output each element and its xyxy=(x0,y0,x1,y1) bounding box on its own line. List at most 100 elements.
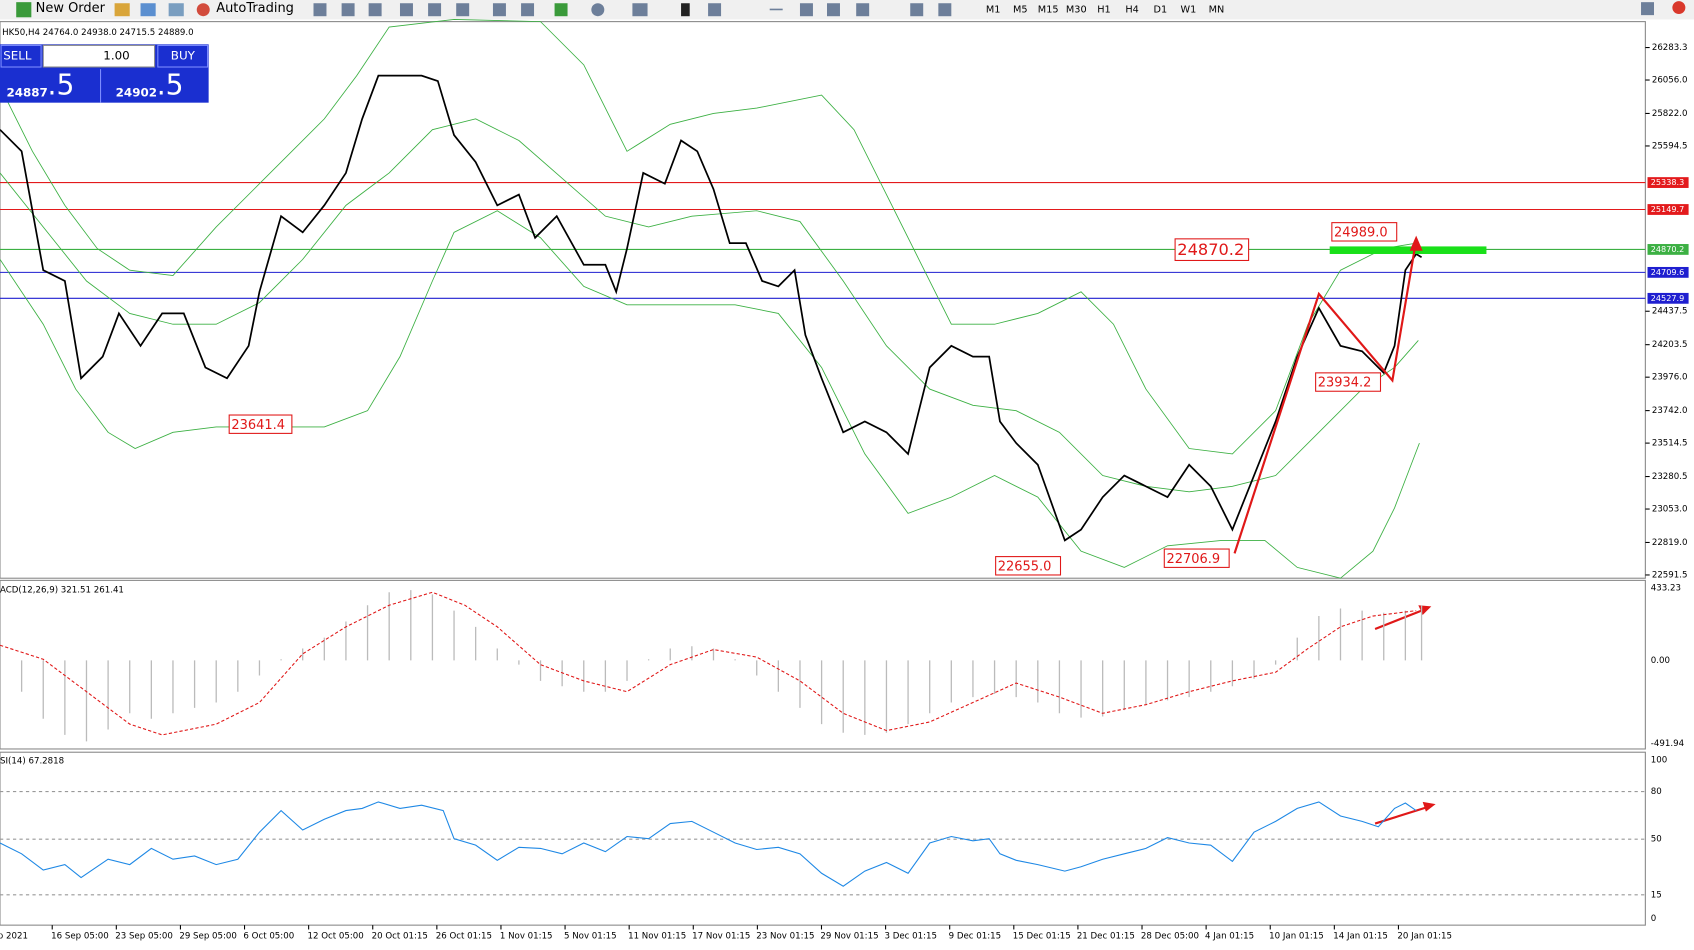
buy-button[interactable] xyxy=(157,44,209,68)
x-tick-label: 10 Jan 01:15 xyxy=(1269,931,1324,941)
annotation-label: 22655.0 xyxy=(998,559,1052,574)
tool-icon[interactable] xyxy=(910,3,924,17)
price-pane xyxy=(0,21,1646,579)
tool-icon[interactable] xyxy=(368,3,382,17)
level-label: 24709.6 xyxy=(1651,267,1684,277)
y-tick-label: 22591.5 xyxy=(1652,570,1688,580)
tool-icon[interactable] xyxy=(769,8,783,11)
x-tick-label: 3 Dec 01:15 xyxy=(885,931,938,941)
timeframe-button[interactable]: M5 xyxy=(1013,5,1028,16)
autotrading-button[interactable]: AutoTrading xyxy=(216,1,294,16)
x-tick-label: 29 Nov 01:15 xyxy=(820,931,878,941)
x-tick-label: 11 Nov 01:15 xyxy=(628,931,686,941)
tool-icon[interactable] xyxy=(827,3,840,17)
x-tick-label: 12 Oct 05:00 xyxy=(308,931,364,941)
rsi-tick-label: 50 xyxy=(1651,835,1662,845)
lot-size[interactable]: 1.00 xyxy=(103,49,129,63)
x-tick-label: 5 Nov 01:15 xyxy=(564,931,617,941)
timeframe-button[interactable]: MN xyxy=(1209,5,1225,16)
timeframe-button[interactable]: M1 xyxy=(986,5,1001,16)
tool-icon[interactable] xyxy=(456,3,470,17)
sell-label[interactable]: SELL xyxy=(3,49,32,63)
trend-arrows xyxy=(1233,239,1418,554)
annotations: 24870.2 24989.0 23641.4 23934.2 22655.0 22706… xyxy=(228,222,1398,576)
buy-label[interactable]: BUY xyxy=(171,49,196,63)
y-tick-label: 24437.5 xyxy=(1652,307,1688,317)
tool-icon[interactable] xyxy=(114,3,130,17)
tool-icon[interactable] xyxy=(856,3,870,17)
level-label: 25338.3 xyxy=(1651,177,1684,187)
notification-badge[interactable] xyxy=(1672,1,1686,15)
y-tick-label: 26283.3 xyxy=(1652,43,1688,53)
level-tag xyxy=(1647,177,1689,188)
level-tag xyxy=(1647,292,1689,304)
tool-icon[interactable] xyxy=(632,3,648,17)
x-tick-label: 4 Jan 01:15 xyxy=(1205,931,1254,941)
macd-signal xyxy=(0,591,1417,736)
annotation-box xyxy=(1315,372,1382,392)
tool-icon[interactable] xyxy=(313,3,327,17)
tool-icon[interactable] xyxy=(428,3,442,17)
annotation-box xyxy=(1331,222,1398,242)
cursor-tool[interactable] xyxy=(681,3,690,17)
timeframe-button[interactable]: M15 xyxy=(1038,5,1059,16)
timeframe-button[interactable]: H4 xyxy=(1125,5,1139,16)
rsi-axis: 100 80 50 15 0 xyxy=(0,755,1667,924)
levels: 25338.3 25149.7 24870.2 24709.6 24527.9 xyxy=(0,177,1689,304)
buy-price[interactable]: 24902 xyxy=(116,85,157,99)
timeframe-button[interactable]: H1 xyxy=(1097,5,1111,16)
annotation-box xyxy=(1163,548,1230,568)
timeframe-button[interactable]: D1 xyxy=(1153,5,1167,16)
tool-icon[interactable] xyxy=(168,3,184,17)
y-tick-label: 26056.0 xyxy=(1652,76,1688,86)
y-tick-label: 25822.0 xyxy=(1652,109,1688,119)
x-tick-label: 14 Jan 01:15 xyxy=(1333,931,1388,941)
buy-price-fraction[interactable]: .5 xyxy=(157,68,184,101)
rsi-tick-label: 15 xyxy=(1651,890,1662,900)
tool-icon[interactable] xyxy=(140,3,156,17)
x-tick-label: 15 Dec 01:15 xyxy=(1013,931,1071,941)
y-tick-label: 23280.5 xyxy=(1652,472,1688,482)
macd-histogram xyxy=(20,590,1423,742)
timeframe-button[interactable]: W1 xyxy=(1181,5,1197,16)
y-tick-label: 23053.0 xyxy=(1652,505,1688,515)
macd-tick: -491.94 xyxy=(1651,739,1684,749)
y-tick-label: 23514.5 xyxy=(1652,439,1688,449)
sell-price[interactable]: 24887 xyxy=(6,85,47,99)
toolbar-icons xyxy=(313,2,1655,17)
sell-button[interactable] xyxy=(0,44,42,68)
tool-icon[interactable] xyxy=(554,3,568,17)
macd-tick: 433.23 xyxy=(1651,583,1681,593)
tool-icon[interactable] xyxy=(492,3,506,17)
x-tick-label: Sep 2021 xyxy=(0,931,28,941)
tool-icon[interactable] xyxy=(341,3,355,17)
new-order-icon[interactable] xyxy=(16,2,32,18)
new-order-button[interactable]: New Order xyxy=(36,1,106,16)
bollinger-lower xyxy=(0,210,1420,579)
tool-icon[interactable] xyxy=(399,3,413,17)
search-icon[interactable] xyxy=(1641,2,1655,16)
annotation-label: 22706.9 xyxy=(1166,552,1220,567)
tool-icon[interactable] xyxy=(521,3,535,17)
x-tick-label: 9 Dec 01:15 xyxy=(949,931,1002,941)
rsi-tick-label: 80 xyxy=(1651,787,1662,797)
timeframe-button[interactable]: M30 xyxy=(1066,5,1087,16)
annotation-label: 24989.0 xyxy=(1334,225,1388,240)
annotation-box xyxy=(228,414,293,434)
level-tag xyxy=(1647,204,1689,215)
tool-icon[interactable] xyxy=(799,3,813,17)
sell-price-fraction[interactable]: .5 xyxy=(48,68,75,101)
autotrading-icon[interactable] xyxy=(196,3,210,17)
level-label: 24527.9 xyxy=(1651,293,1684,303)
tool-icon[interactable] xyxy=(591,3,605,17)
tool-icon[interactable] xyxy=(938,3,952,17)
lot-input[interactable] xyxy=(42,44,156,68)
bollinger-middle xyxy=(0,118,1419,493)
bollinger-upper xyxy=(0,19,1417,455)
tool-icon[interactable] xyxy=(708,3,722,17)
time-axis: Sep 2021 16 Sep 05:00 23 Sep 05:00 29 Sep 0… xyxy=(0,925,1452,941)
level-tag xyxy=(1647,244,1689,255)
rsi-line xyxy=(0,801,1417,887)
level-tag xyxy=(1647,266,1689,278)
